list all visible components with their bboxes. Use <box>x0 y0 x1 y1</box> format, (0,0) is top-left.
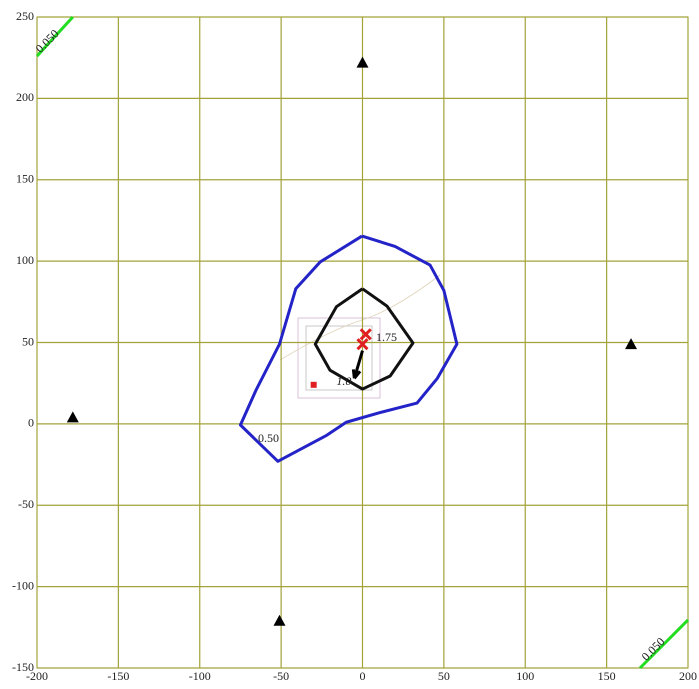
contour-line <box>35 15 74 58</box>
contour-line <box>638 618 690 670</box>
source-marker <box>310 381 317 388</box>
y-tick-label: -100 <box>12 578 34 592</box>
contour-line <box>238 234 459 463</box>
y-tick-label: -150 <box>12 660 34 674</box>
y-tick-label: -50 <box>18 497 34 511</box>
y-tick-label: 200 <box>16 90 34 104</box>
x-tick-label: 200 <box>679 669 697 683</box>
contour-label: 1.75 <box>376 330 397 344</box>
y-tick-label: 0 <box>28 416 34 430</box>
peak-marker <box>359 328 372 341</box>
station-marker <box>66 411 79 423</box>
x-tick-label: -50 <box>273 669 289 683</box>
y-tick-label: 250 <box>16 9 34 23</box>
y-tick-label: 150 <box>16 172 34 186</box>
x-tick-label: 0 <box>360 669 366 683</box>
station-marker <box>273 614 286 626</box>
y-tick-label: 50 <box>22 334 34 348</box>
x-tick-label: -200 <box>26 669 48 683</box>
x-tick-label: 50 <box>438 669 450 683</box>
arrow <box>351 350 364 380</box>
x-tick-label: 100 <box>516 669 534 683</box>
peak-marker <box>356 338 369 351</box>
contour-line <box>313 287 415 391</box>
x-tick-label: -100 <box>189 669 211 683</box>
contour-label: 0.50 <box>258 431 279 445</box>
station-marker <box>625 338 638 350</box>
station-marker <box>356 56 369 68</box>
arrow-label: 1.0 <box>336 374 351 388</box>
y-tick-label: 100 <box>16 253 34 267</box>
x-tick-label: 150 <box>598 669 616 683</box>
x-tick-label: -150 <box>107 669 129 683</box>
